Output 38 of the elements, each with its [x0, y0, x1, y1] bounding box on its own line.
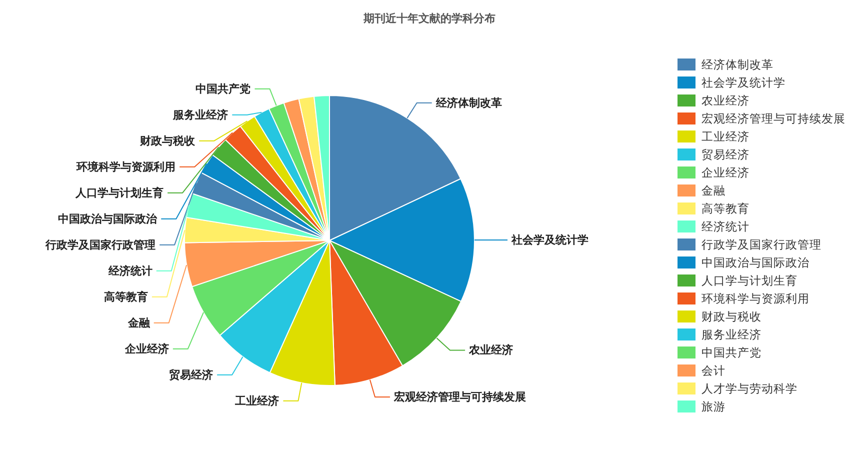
- slice-label: 宏观经济管理与可持续发展: [392, 390, 526, 404]
- slice-label: 中国共产党: [196, 82, 251, 96]
- slice-label: 农业经济: [468, 344, 514, 357]
- legend-label: 企业经济: [702, 166, 750, 180]
- slice-label: 经济统计: [107, 264, 152, 278]
- legend-label: 中国政治与国际政治: [702, 256, 810, 270]
- legend-label: 中国共产党: [702, 346, 762, 360]
- legend-label: 旅游: [702, 400, 726, 414]
- legend-label: 高等教育: [702, 202, 750, 216]
- slice-label: 人口学与计划生育: [74, 186, 164, 200]
- slice-label: 企业经济: [124, 342, 169, 356]
- slice-label: 贸易经济: [169, 368, 214, 382]
- legend-label: 人口学与计划生育: [702, 274, 798, 288]
- legend-label: 社会学及统计学: [702, 76, 786, 90]
- slice-label: 行政学及国家行政管理: [44, 238, 156, 252]
- legend-label: 环境科学与资源利用: [702, 292, 810, 306]
- slice-label: 高等教育: [104, 290, 148, 304]
- slice-label: 中国政治与国际政治: [58, 212, 158, 226]
- slice-label: 经济体制改革: [434, 96, 502, 110]
- legend-label: 农业经济: [702, 94, 750, 108]
- slice-label: 财政与税收: [139, 134, 196, 148]
- legend-label: 贸易经济: [702, 148, 750, 162]
- legend-label: 服务业经济: [702, 328, 762, 342]
- legend-label: 工业经济: [702, 130, 750, 144]
- legend-label: 金融: [702, 184, 726, 198]
- legend-label: 经济体制改革: [702, 58, 774, 72]
- legend-label: 宏观经济管理与可持续发展: [702, 112, 846, 126]
- legend-label: 行政学及国家行政管理: [702, 238, 822, 252]
- slice-label: 环境科学与资源利用: [76, 160, 176, 174]
- slice-label: 金融: [126, 316, 151, 330]
- slice-label: 服务业经济: [172, 108, 228, 122]
- legend-label: 人才学与劳动科学: [702, 382, 798, 396]
- slice-label: 工业经济: [234, 394, 280, 408]
- legend-label: 会计: [702, 364, 726, 378]
- chart-title: 期刊近十年文献的学科分布: [362, 12, 496, 25]
- legend-label: 财政与税收: [702, 310, 762, 324]
- legend-label: 经济统计: [702, 220, 750, 234]
- slice-label: 社会学及统计学: [510, 233, 588, 246]
